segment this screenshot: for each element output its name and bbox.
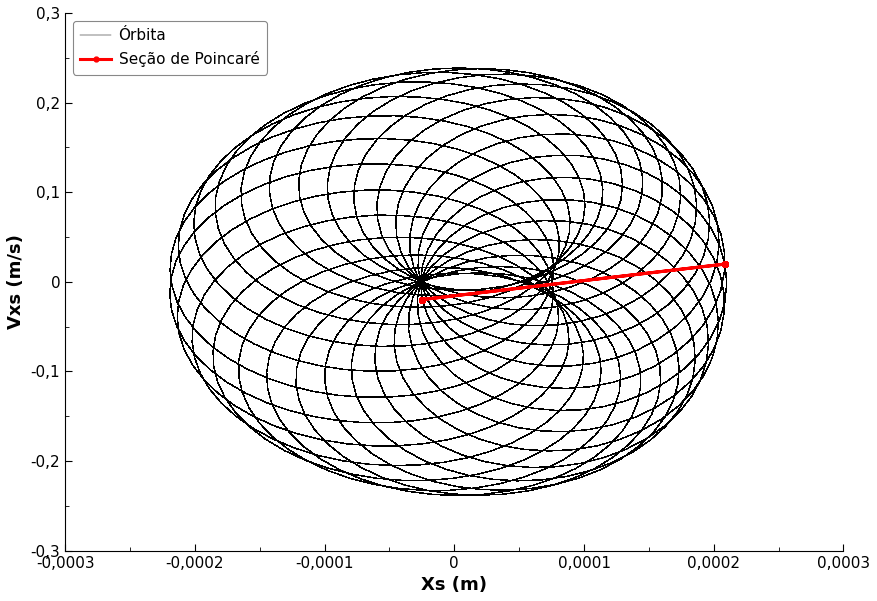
Seção de Poincaré (417, 296, 428, 303)
Órbita (720, 260, 731, 267)
Órbita (175, 259, 186, 266)
Órbita (453, 492, 464, 499)
Seção de Poincaré (720, 260, 731, 267)
Seção de Poincaré (720, 260, 731, 267)
Seção de Poincaré (417, 296, 428, 303)
Órbita (722, 279, 732, 287)
X-axis label: Xs (m): Xs (m) (421, 576, 488, 594)
Seção de Poincaré (417, 296, 428, 303)
Seção de Poincaré (720, 260, 731, 267)
Seção de Poincaré (417, 296, 428, 303)
Legend: Órbita, Seção de Poincaré: Órbita, Seção de Poincaré (73, 20, 267, 75)
Órbita (709, 346, 719, 353)
Órbita (518, 275, 529, 282)
Seção de Poincaré (720, 260, 731, 267)
Line: Órbita: Órbita (170, 68, 727, 495)
Line: Seção de Poincaré: Seção de Poincaré (420, 261, 727, 302)
Órbita (589, 102, 600, 109)
Seção de Poincaré (720, 260, 731, 267)
Órbita (453, 64, 464, 72)
Y-axis label: Vxs (m/s): Vxs (m/s) (7, 234, 25, 329)
Órbita (393, 71, 403, 78)
Órbita (458, 204, 468, 212)
Seção de Poincaré (417, 296, 428, 303)
